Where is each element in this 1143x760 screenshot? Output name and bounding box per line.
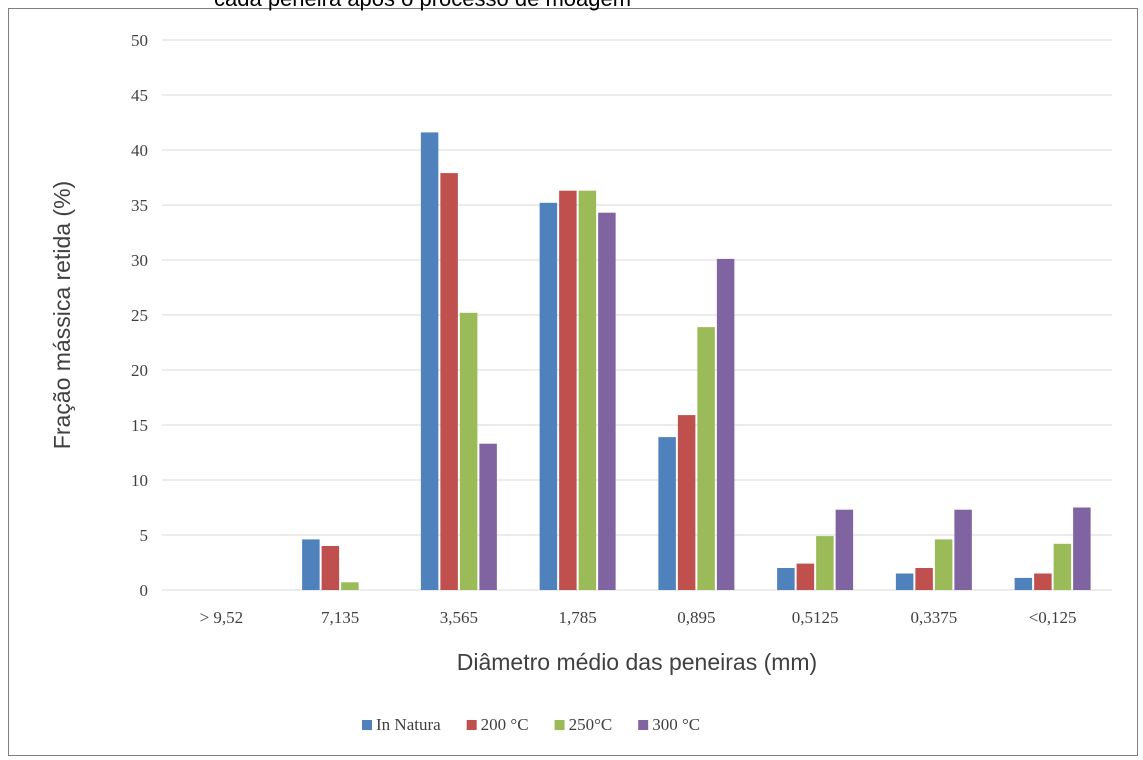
y-tick-label: 45 bbox=[131, 86, 148, 105]
legend-label: In Natura bbox=[376, 715, 441, 734]
y-tick-label: 20 bbox=[131, 361, 148, 380]
y-tick-label: 50 bbox=[131, 31, 148, 50]
bar bbox=[777, 568, 795, 590]
x-tick-label: 0,3375 bbox=[911, 608, 958, 627]
legend-swatch bbox=[554, 720, 565, 730]
bar bbox=[559, 190, 577, 590]
legend-label: 300 °C bbox=[652, 715, 700, 734]
bar bbox=[934, 539, 953, 590]
bar bbox=[716, 258, 735, 590]
bar bbox=[835, 509, 854, 590]
legend-label: 250°C bbox=[569, 715, 613, 734]
bar bbox=[658, 437, 676, 590]
legend-label: 200 °C bbox=[481, 715, 529, 734]
chart-title: cada peneira após o processo de moagem bbox=[214, 0, 631, 12]
x-tick-label: <0,125 bbox=[1029, 608, 1077, 627]
x-tick-label: 0,5125 bbox=[792, 608, 839, 627]
x-tick-label: > 9,52 bbox=[200, 608, 244, 627]
y-tick-label: 25 bbox=[131, 306, 148, 325]
bar bbox=[1053, 543, 1072, 590]
x-tick-label: 7,135 bbox=[321, 608, 359, 627]
bar bbox=[816, 536, 834, 590]
bar bbox=[677, 415, 696, 590]
y-axis-title: Fração mássica retida (%) bbox=[49, 181, 75, 449]
bar bbox=[1073, 507, 1091, 590]
y-tick-label: 0 bbox=[140, 581, 149, 600]
y-tick-label: 30 bbox=[131, 251, 148, 270]
bar bbox=[302, 539, 320, 590]
y-tick-label: 40 bbox=[131, 141, 148, 160]
bar bbox=[1014, 577, 1033, 590]
y-tick-label: 35 bbox=[131, 196, 148, 215]
bar bbox=[598, 212, 616, 590]
y-tick-label: 15 bbox=[131, 416, 148, 435]
bar bbox=[954, 509, 972, 590]
x-tick-label: 3,565 bbox=[440, 608, 478, 627]
x-tick-label: 1,785 bbox=[559, 608, 597, 627]
bar bbox=[796, 563, 815, 590]
legend-swatch bbox=[362, 720, 372, 730]
bar bbox=[341, 582, 359, 590]
y-tick-label: 10 bbox=[131, 471, 148, 490]
bar bbox=[895, 573, 914, 590]
bar bbox=[915, 568, 933, 590]
bar bbox=[420, 132, 439, 590]
legend-swatch bbox=[466, 720, 477, 730]
bar bbox=[578, 190, 597, 590]
x-axis-title: Diâmetro médio das peneiras (mm) bbox=[457, 649, 817, 675]
bar bbox=[321, 546, 340, 590]
legend-swatch bbox=[638, 720, 649, 730]
bar bbox=[539, 202, 558, 591]
bar bbox=[459, 312, 478, 590]
bar bbox=[1034, 573, 1052, 590]
y-tick-label: 5 bbox=[140, 526, 149, 545]
bar bbox=[697, 327, 715, 590]
bar bbox=[479, 443, 497, 590]
bar bbox=[440, 173, 458, 590]
x-tick-label: 0,895 bbox=[677, 608, 715, 627]
